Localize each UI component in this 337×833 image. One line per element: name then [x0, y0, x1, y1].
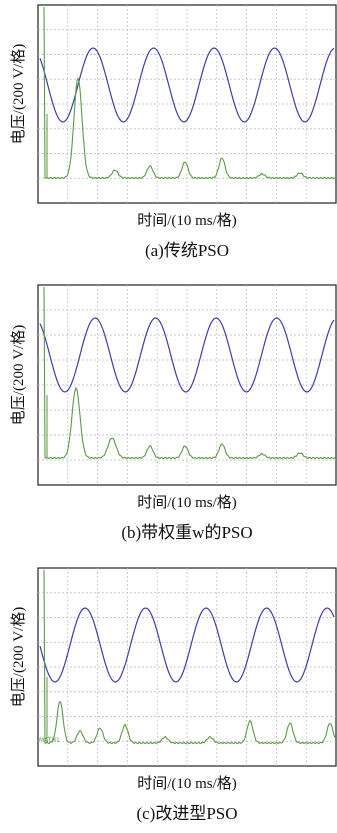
y-axis-label: 电压/(200 V/格) [10, 607, 27, 707]
page: 电压/(200 V/格)时间/(10 ms/格)(a)传统PSO电压/(200 … [0, 0, 337, 833]
panel-caption: (c)改进型PSO [136, 804, 237, 823]
scope-panel: 电压/(200 V/格) 时间/(10 ms/格) (a)传统PSO [10, 5, 336, 260]
y-axis-label: 电压/(200 V/格) [10, 325, 27, 425]
scope-panel: MATH1 电压/(200 V/格) 时间/(10 ms/格) (c)改进型PSO [10, 568, 336, 823]
y-axis-label: 电压/(200 V/格) [10, 44, 27, 144]
x-axis-label: 时间/(10 ms/格) [137, 494, 237, 511]
figure: 电压/(200 V/格)时间/(10 ms/格)(a)传统PSO电压/(200 … [0, 0, 337, 833]
trace-marker: MATH1 [39, 737, 60, 744]
x-axis-label: 时间/(10 ms/格) [137, 775, 237, 792]
panel-caption: (a)传统PSO [145, 241, 229, 260]
scope-panel: 电压/(200 V/格) 时间/(10 ms/格) (b)带权重w的PSO [10, 285, 336, 542]
panel-caption: (b)带权重w的PSO [121, 523, 252, 542]
x-axis-label: 时间/(10 ms/格) [137, 212, 237, 229]
